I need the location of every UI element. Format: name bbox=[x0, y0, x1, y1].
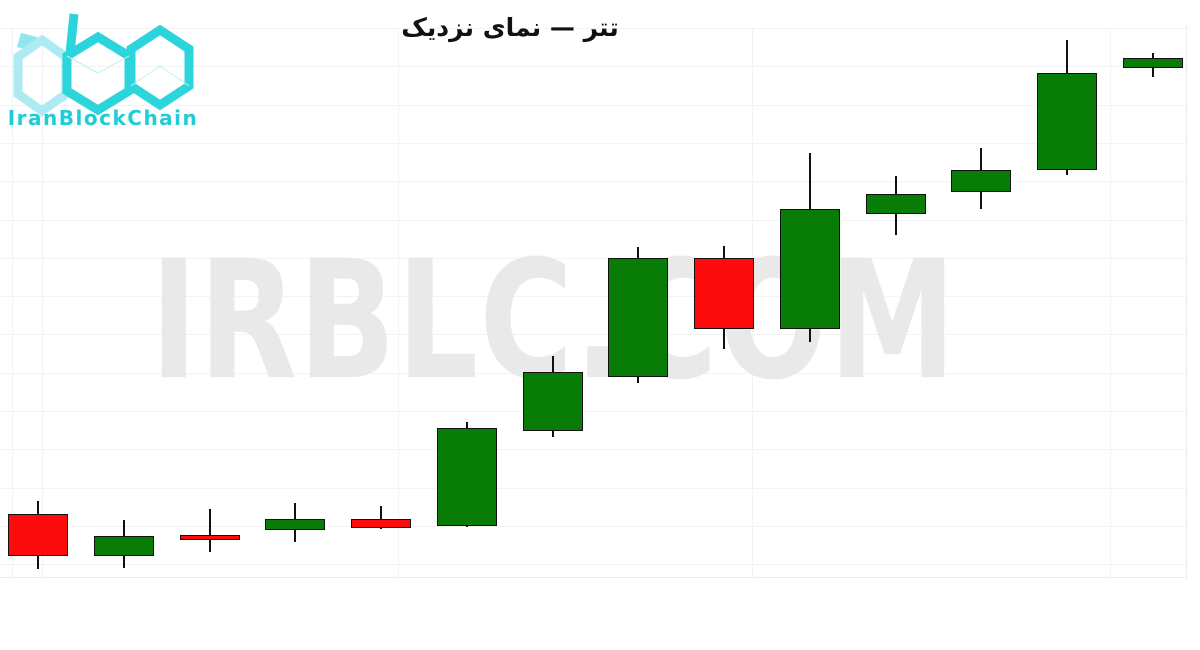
gridline-horizontal bbox=[0, 411, 1186, 412]
plot-right-border bbox=[1186, 25, 1187, 580]
gridline-horizontal bbox=[0, 66, 1186, 67]
gridline-horizontal bbox=[0, 526, 1186, 527]
hexagons-logo-icon: IranBlockChain bbox=[8, 13, 198, 130]
candle-body-bear bbox=[694, 258, 755, 329]
plot-bottom-border bbox=[0, 577, 1186, 578]
logo-b-stem-icon bbox=[65, 13, 79, 55]
brand-logo: IranBlockChain bbox=[8, 6, 198, 132]
gridline-horizontal bbox=[0, 28, 1186, 29]
candle-body-bear bbox=[351, 519, 412, 528]
candle-body-bull bbox=[1123, 58, 1183, 68]
gridline-vertical bbox=[1110, 28, 1111, 577]
gridline-horizontal bbox=[0, 564, 1186, 565]
gridline-horizontal bbox=[0, 334, 1186, 335]
logo-mesh-line-icon bbox=[66, 55, 130, 74]
candle-body-bull bbox=[779, 209, 840, 329]
gridline-vertical bbox=[42, 28, 43, 577]
brand-wordmark: IranBlockChain bbox=[8, 106, 198, 130]
candle-wick-bear bbox=[208, 509, 211, 552]
candle-body-bear bbox=[8, 514, 68, 556]
logo-hexagon-right-icon bbox=[126, 24, 194, 111]
candle-body-bear bbox=[179, 535, 240, 540]
chart-title: تتر — نمای نزدیک bbox=[401, 13, 619, 42]
candle-body-bull bbox=[436, 428, 497, 526]
gridline-horizontal bbox=[0, 373, 1186, 374]
gridline-horizontal bbox=[0, 220, 1186, 221]
gridline-vertical bbox=[398, 28, 399, 577]
candle-body-bull bbox=[1037, 73, 1098, 170]
gridline-horizontal bbox=[0, 488, 1186, 489]
gridline-horizontal bbox=[0, 449, 1186, 450]
candle-body-bull bbox=[865, 194, 926, 214]
gridline-vertical bbox=[12, 28, 13, 577]
candle-body-bull bbox=[608, 258, 669, 377]
gridline-horizontal bbox=[0, 296, 1186, 297]
candle-wick-bear bbox=[380, 506, 383, 529]
candle-body-bull bbox=[93, 536, 154, 556]
logo-hexagon-light-icon bbox=[13, 34, 71, 117]
gridline-horizontal bbox=[0, 143, 1186, 144]
gridline-horizontal bbox=[0, 105, 1186, 106]
gridline-horizontal bbox=[0, 181, 1186, 182]
candle-body-bull bbox=[265, 519, 326, 530]
logo-mesh-line-icon bbox=[130, 65, 190, 87]
gridline-horizontal bbox=[0, 258, 1186, 259]
candle-body-bull bbox=[522, 372, 583, 431]
candle-body-bull bbox=[951, 170, 1012, 192]
